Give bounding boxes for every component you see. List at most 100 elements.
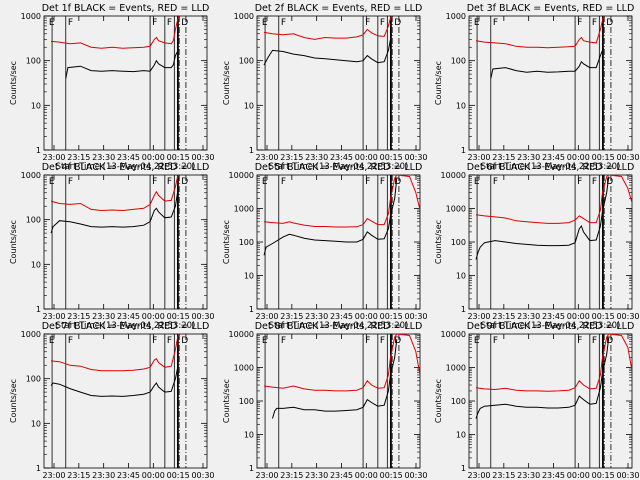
y-axis-label: Counts/sec: [434, 379, 443, 423]
events-series-line: [272, 339, 398, 419]
x-tick-label: 23:15: [492, 153, 515, 162]
y-tick-label: 1000: [21, 12, 41, 21]
panel-title: Det 4f BLACK = Events, RED = LLD: [42, 162, 210, 173]
event-marker-label: E: [49, 177, 55, 187]
panel-title: Det 1f BLACK = Events, RED = LLD: [42, 3, 210, 14]
y-axis-label: Counts/sec: [222, 220, 231, 264]
event-marker-label: E: [474, 336, 480, 346]
x-tick-label: 00:30: [191, 471, 214, 480]
y-tick-label: 1: [36, 464, 41, 473]
y-axis-label: Counts/sec: [9, 61, 18, 105]
x-tick-label: 00:15: [592, 471, 615, 480]
event-marker-label: D: [606, 18, 613, 28]
event-marker-label: F: [281, 18, 286, 28]
events-series-line: [475, 337, 610, 419]
detector-panel: Det 3f BLACK = Events, RED = LLD 1 10 100 10…: [434, 3, 640, 172]
x-tick-label: 23:30: [517, 153, 540, 162]
x-tick-label: 23:00: [467, 471, 490, 480]
x-axis-label: Start Time (13-May-04 22:53:20): [56, 162, 196, 172]
event-marker-label: E: [262, 18, 268, 28]
x-tick-label: 23:45: [542, 471, 565, 480]
x-tick-label: 00:15: [592, 312, 615, 321]
x-tick-label: 00:30: [616, 471, 639, 480]
x-tick-label: 00:30: [404, 153, 427, 162]
lld-series-line: [263, 175, 420, 228]
x-tick-label: 23:15: [492, 471, 515, 480]
event-marker-label: F: [281, 177, 286, 187]
x-tick-label: 23:00: [42, 153, 65, 162]
y-tick-label: 10000: [229, 330, 254, 339]
events-series-line: [263, 178, 398, 256]
event-marker-label: F: [167, 177, 172, 187]
plot-frame: [43, 333, 208, 469]
y-tick-label: 1: [461, 464, 466, 473]
x-tick-label: 23:45: [117, 312, 140, 321]
panel-title: Det 8f BLACK = Events, RED = LLD: [255, 321, 423, 332]
plot-frame: [468, 174, 633, 310]
event-marker-label: D: [394, 336, 401, 346]
y-tick-label: 10: [244, 101, 254, 110]
y-tick-label: 1: [249, 305, 254, 314]
event-marker-label: D: [181, 18, 188, 28]
plot-frame: [256, 174, 421, 310]
x-tick-label: 00:30: [404, 312, 427, 321]
event-marker-label: F: [380, 18, 385, 28]
event-marker-label: F: [493, 18, 498, 28]
x-tick-label: 23:00: [467, 312, 490, 321]
x-tick-label: 23:30: [92, 471, 115, 480]
event-marker-label: F: [380, 336, 385, 346]
x-tick-label: 23:30: [305, 312, 328, 321]
y-tick-label: 10: [456, 431, 466, 440]
plot-frame: [43, 15, 208, 151]
detector-panel: Det 7f BLACK = Events, RED = LLD 1 10 100 10…: [9, 321, 215, 480]
event-marker-label: E: [262, 177, 268, 187]
panel-title: Det 7f BLACK = Events, RED = LLD: [42, 321, 210, 332]
y-axis-label: Counts/sec: [434, 220, 443, 264]
y-axis-label: Counts/sec: [9, 220, 18, 264]
x-tick-label: 23:15: [280, 153, 303, 162]
x-tick-label: 00:00: [142, 471, 165, 480]
y-tick-label: 1: [249, 464, 254, 473]
event-marker-label: E: [49, 336, 55, 346]
y-tick-label: 10: [31, 101, 41, 110]
x-tick-label: 23:45: [117, 153, 140, 162]
events-series-line: [263, 33, 392, 66]
y-tick-label: 100: [26, 375, 41, 384]
y-tick-label: 1000: [234, 205, 254, 214]
x-tick-label: 23:15: [492, 312, 515, 321]
y-tick-label: 10000: [441, 171, 466, 180]
detector-panel: Det 6f BLACK = Events, RED = LLD 1 10 100 10…: [434, 162, 640, 331]
event-marker-label: F: [592, 336, 597, 346]
x-tick-label: 23:30: [517, 312, 540, 321]
y-tick-label: 10: [456, 272, 466, 281]
x-tick-label: 23:45: [542, 312, 565, 321]
panel-title: Det 3f BLACK = Events, RED = LLD: [467, 3, 635, 14]
x-tick-label: 23:30: [305, 471, 328, 480]
y-tick-label: 10000: [441, 330, 466, 339]
x-tick-label: 23:00: [255, 312, 278, 321]
x-tick-label: 00:00: [567, 153, 590, 162]
y-tick-label: 100: [26, 216, 41, 225]
y-tick-label: 1000: [21, 171, 41, 180]
x-tick-label: 00:00: [355, 312, 378, 321]
y-axis-label: Counts/sec: [222, 379, 231, 423]
x-tick-label: 23:00: [255, 153, 278, 162]
y-axis-label: Counts/sec: [222, 61, 231, 105]
y-tick-label: 1000: [234, 12, 254, 21]
x-tick-label: 00:15: [167, 471, 190, 480]
x-tick-label: 23:45: [330, 312, 353, 321]
events-series-line: [50, 365, 179, 397]
event-marker-label: D: [181, 336, 188, 346]
x-tick-label: 00:30: [616, 312, 639, 321]
event-marker-label: D: [606, 336, 613, 346]
event-marker-label: F: [365, 177, 370, 187]
y-tick-label: 100: [451, 57, 466, 66]
event-marker-label: F: [152, 336, 157, 346]
panel-title: Det 2f BLACK = Events, RED = LLD: [255, 3, 423, 14]
panel-title: Det 5f BLACK = Events, RED = LLD: [255, 162, 423, 173]
y-tick-label: 1000: [21, 330, 41, 339]
lld-series-line: [50, 175, 179, 212]
x-axis-label: Start Time (13-May-04 22:53:20): [56, 321, 196, 331]
y-axis-label: Counts/sec: [9, 379, 18, 423]
